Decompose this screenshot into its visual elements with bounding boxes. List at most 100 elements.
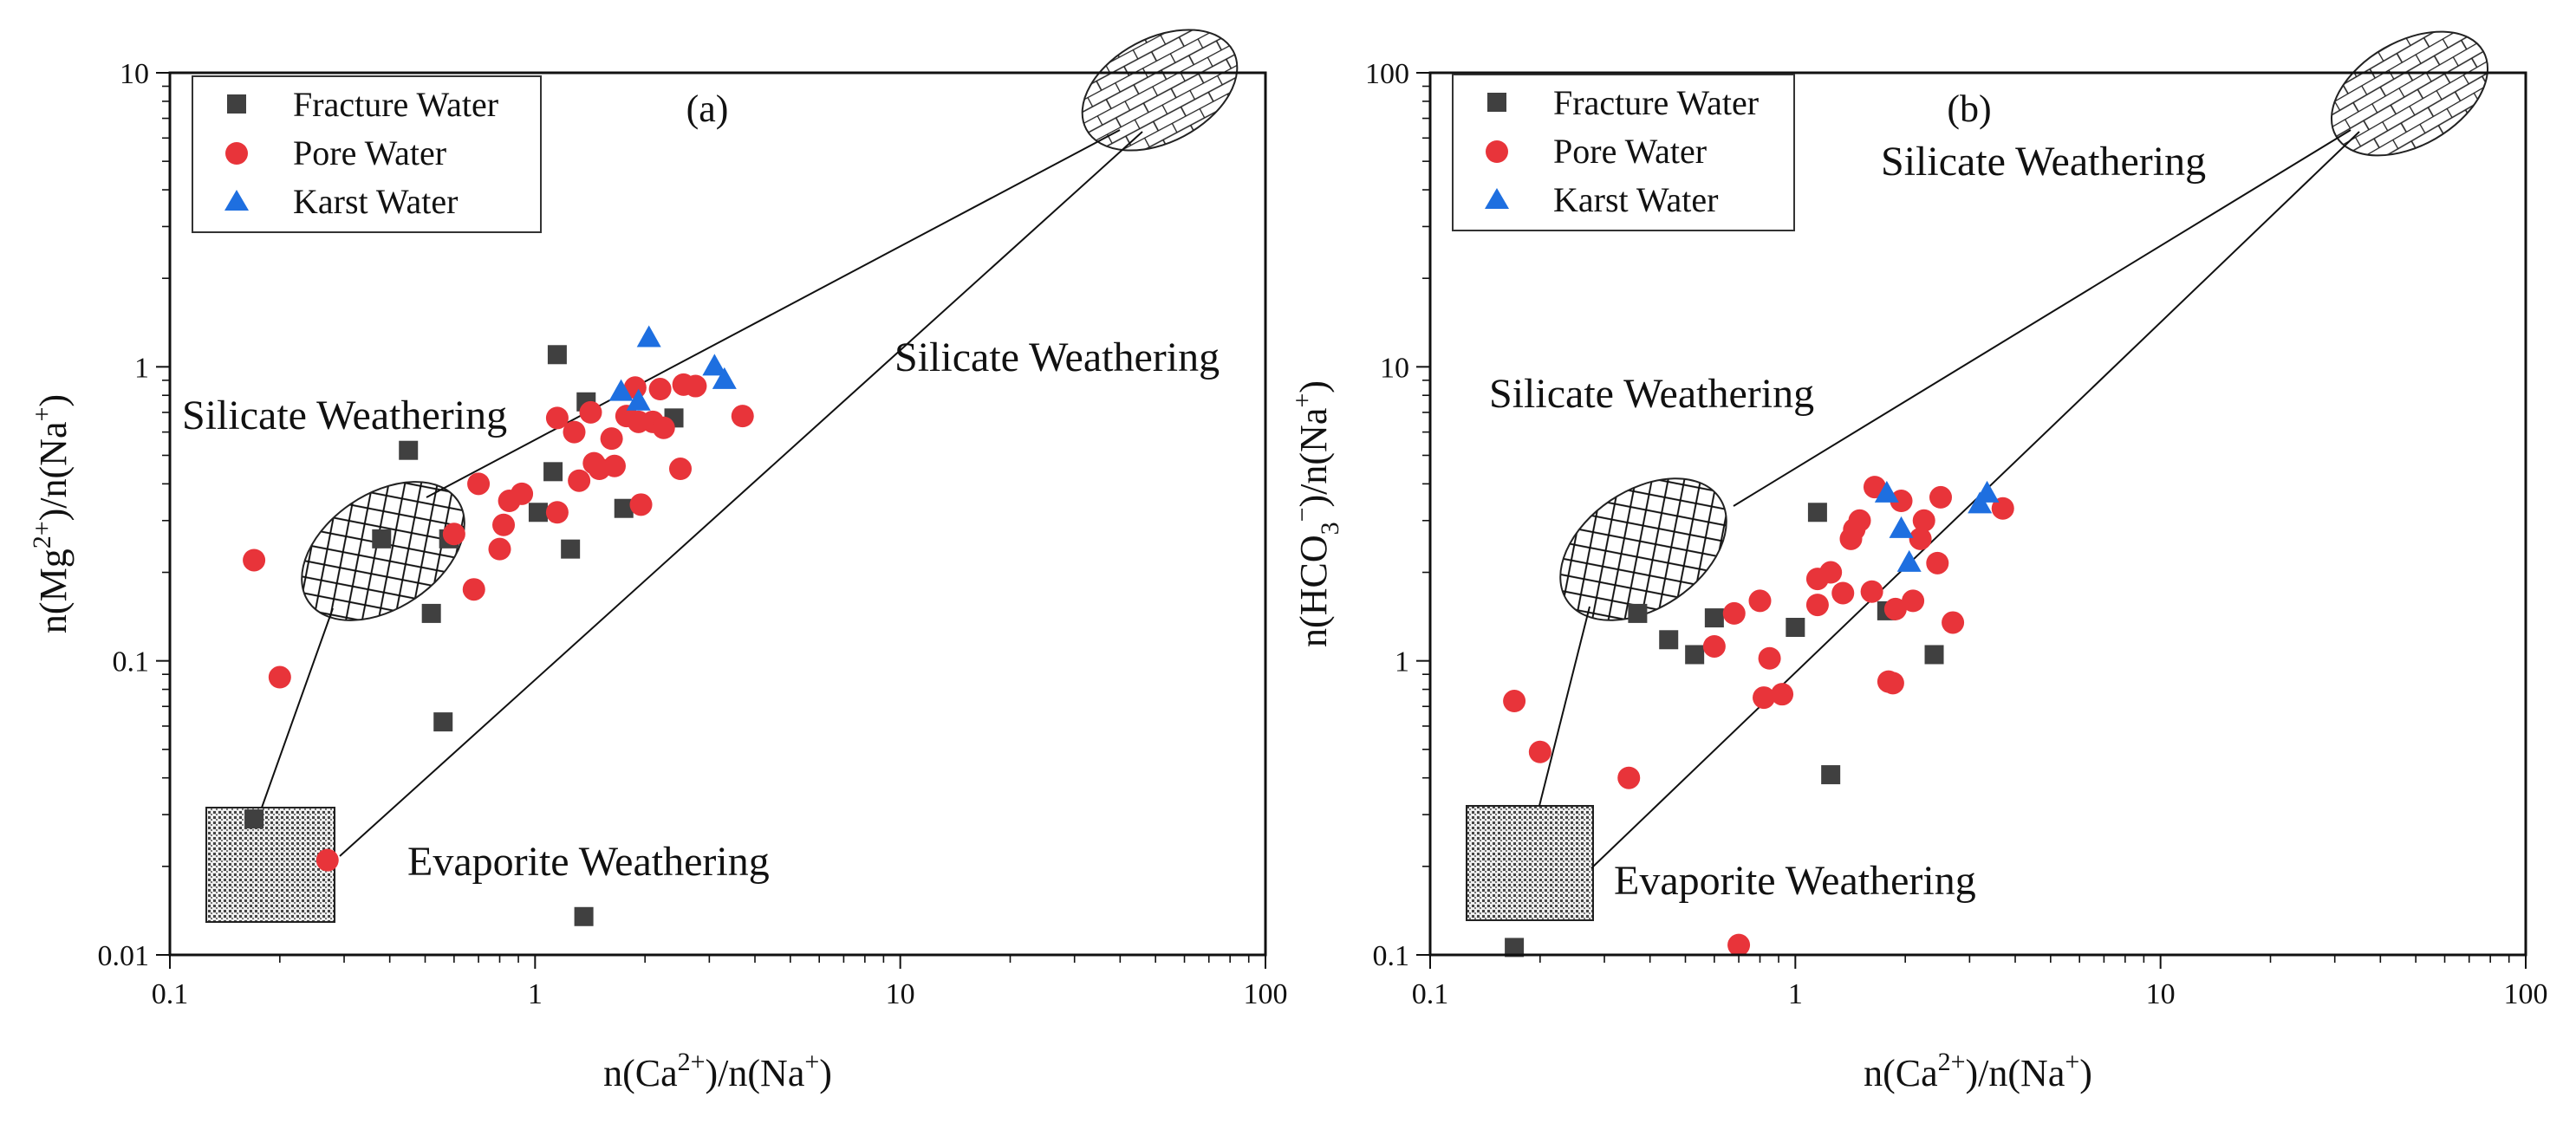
panel-a-silicate-ellipse xyxy=(301,481,465,621)
panel-a-point-pore-water xyxy=(462,578,485,601)
panel-b-point-pore-water xyxy=(1848,509,1871,532)
panel-b-legend-marker-karst xyxy=(1485,188,1509,209)
panel-a-annot-silicate-right: Silicate Weathering xyxy=(894,334,1220,380)
panel-b-y-tick-label: 1 xyxy=(1395,646,1409,678)
panel-a-y-tick-label: 0.01 xyxy=(98,940,150,972)
panel-a-point-pore-water xyxy=(668,458,692,481)
panel-b-point-pore-water xyxy=(1926,551,1949,574)
panel-a-y-tick-label: 0.1 xyxy=(113,646,150,678)
panel-b-point-pore-water xyxy=(1617,766,1641,789)
panel-b-point-fracture-water xyxy=(1659,630,1679,650)
panel-b-x-tick-label: 10 xyxy=(2146,978,2176,1010)
panel-a-point-pore-water xyxy=(442,523,465,546)
panel-b-legend-marker-pore xyxy=(1486,140,1508,163)
panel-a-point-pore-water xyxy=(602,454,626,477)
panel-a-reference-shapes xyxy=(205,29,1239,923)
panel-a-point-pore-water xyxy=(579,400,602,424)
panel-a-label: (a) xyxy=(686,88,729,130)
panel-a-upper-line xyxy=(426,129,1121,498)
panel-b-upper-line xyxy=(1733,129,2352,507)
panel-a-point-pore-water xyxy=(545,406,569,430)
panel-a-point-pore-water xyxy=(488,537,511,561)
panel-a-legend-fracture: Fracture Water xyxy=(293,85,498,124)
panel-a-point-fracture-water xyxy=(421,603,441,623)
panel-a-point-fracture-water xyxy=(574,906,594,926)
panel-a-point-fracture-water xyxy=(399,440,419,460)
panel-b-y-tick-label: 100 xyxy=(1365,58,1409,90)
panel-a-x-tick-label: 100 xyxy=(1244,978,1288,1010)
panel-a-x-tick-label: 1 xyxy=(528,978,543,1010)
panel-a-point-pore-water xyxy=(243,549,266,572)
panel-b-point-karst-water xyxy=(1896,549,1922,572)
panel-a-legend-marker-fracture xyxy=(227,94,246,114)
panel-a-legend-marker-karst xyxy=(224,190,249,211)
panel-a-point-fracture-water xyxy=(372,529,392,549)
panel-b-reference-shapes xyxy=(1466,30,2489,921)
panel-b-point-pore-water xyxy=(1942,611,1965,634)
panel-b-point-pore-water xyxy=(1805,594,1829,617)
panel-b-legend-karst: Karst Water xyxy=(1553,180,1718,219)
panel-a-point-pore-water xyxy=(648,378,672,401)
panel-b-y-axis-label: n(HCO3−)/n(Na+) xyxy=(1288,380,1344,647)
panel-b-point-pore-water xyxy=(1503,690,1526,713)
panel-a-point-fracture-water xyxy=(543,462,563,482)
panel-b-y-tick-label: 0.1 xyxy=(1373,940,1410,972)
panel-a-point-pore-water xyxy=(684,374,707,398)
panel-b-point-pore-water xyxy=(1528,740,1551,763)
panel-b-x-tick-label: 1 xyxy=(1788,978,1803,1010)
panel-b-point-fracture-water xyxy=(1685,645,1705,665)
panel-a-connector-line xyxy=(261,607,334,808)
panel-b-point-pore-water xyxy=(1748,589,1772,613)
panel-b-point-pore-water xyxy=(1727,933,1751,957)
panel-b-point-fracture-water xyxy=(1505,938,1525,957)
panel-a-y-tick-label: 1 xyxy=(134,352,149,384)
panel-b-x-tick-label: 0.1 xyxy=(1412,978,1449,1010)
panel-a-point-pore-water xyxy=(467,472,491,496)
panel-b-legend-marker-fracture xyxy=(1487,93,1506,112)
panel-a-point-fracture-water xyxy=(433,712,453,732)
panel-b-point-pore-water xyxy=(1881,672,1904,695)
panel-a-annot-silicate-left: Silicate Weathering xyxy=(182,393,507,438)
panel-a-carbonate-ellipse xyxy=(1081,29,1239,152)
panel-b-legend: Fracture Water Pore Water Karst Water xyxy=(1452,74,1795,231)
panel-b-carbonate-ellipse xyxy=(2330,30,2489,157)
panel-b-point-karst-water xyxy=(1974,480,2000,503)
panel-a-point-pore-water xyxy=(652,416,675,439)
panel-b-point-pore-water xyxy=(1929,485,1952,509)
panel-a-legend-box xyxy=(192,75,542,233)
panel-b-point-fracture-water xyxy=(1628,603,1648,623)
panel-a-point-pore-water xyxy=(545,501,569,524)
panel-b-point-pore-water xyxy=(1912,509,1935,532)
panel-a-x-axis-label: n(Ca2+)/n(Na+) xyxy=(603,1048,832,1094)
panel-b-annot-silicate-top: Silicate Weathering xyxy=(1881,139,2206,185)
panel-b-point-fracture-water xyxy=(1786,618,1805,638)
panel-b-point-karst-water xyxy=(1889,516,1914,538)
panel-b-x-tick-label: 100 xyxy=(2504,978,2548,1010)
panel-a-point-pore-water xyxy=(600,427,623,451)
panel-a-plot-frame xyxy=(168,71,1267,957)
panel-b-connector-line xyxy=(1538,606,1590,807)
panel-b-point-pore-water xyxy=(1758,646,1781,670)
panel-a-point-karst-water xyxy=(608,379,634,401)
panel-b-point-karst-water xyxy=(1874,480,1899,503)
panel-a-point-karst-water xyxy=(702,354,727,376)
panel-b-point-pore-water xyxy=(1702,634,1726,658)
panel-a-x-tick-label: 10 xyxy=(886,978,915,1010)
panel-b-point-pore-water xyxy=(1991,497,2014,520)
panel-b-point-pore-water xyxy=(1771,683,1794,706)
panel-a-point-pore-water xyxy=(268,665,291,689)
panel-b-plot-frame xyxy=(1428,71,2527,957)
panel-b-point-pore-water xyxy=(1819,561,1843,584)
panel-a-point-pore-water xyxy=(568,469,591,492)
panel-b: 0.1 1 10 100 0.1 1 10 100 (b) Silicate Weatheri… xyxy=(1288,30,2548,1094)
panel-b-legend-box xyxy=(1452,74,1795,231)
panel-b-legend-fracture: Fracture Water xyxy=(1553,83,1759,122)
panel-a-point-karst-water xyxy=(636,325,661,347)
panel-a-point-karst-water xyxy=(626,388,651,411)
panel-b-annot-silicate-mid: Silicate Weathering xyxy=(1489,371,1814,417)
panel-b-point-pore-water xyxy=(1860,580,1883,603)
panel-a-evaporite-box xyxy=(205,807,335,923)
panel-a-point-fracture-water xyxy=(244,809,264,829)
